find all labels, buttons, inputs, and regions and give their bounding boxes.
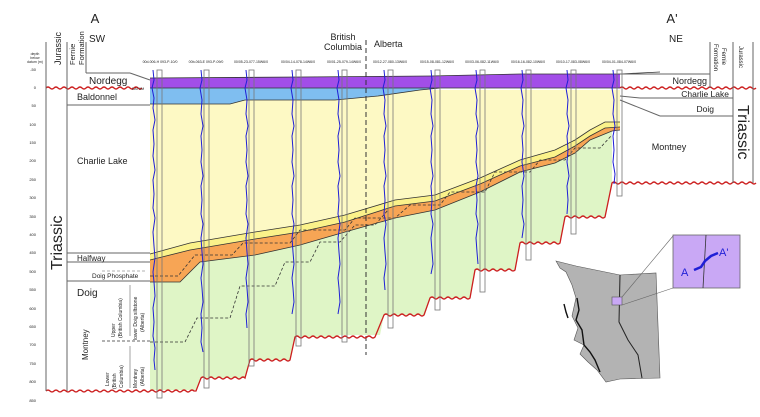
marker-a-prime: A' <box>666 11 677 26</box>
direction-ne: NE <box>669 34 683 45</box>
well-1[interactable] <box>151 69 163 399</box>
svg-text:300: 300 <box>29 195 36 200</box>
svg-text:200: 200 <box>29 158 36 163</box>
label-alberta-lower: (Alberta) <box>140 366 146 386</box>
left-fernie-label: Fernie <box>68 44 77 65</box>
well-4[interactable] <box>290 69 302 347</box>
well-6[interactable] <box>382 69 394 329</box>
left-triassic-label: Triassic <box>49 215 66 270</box>
svg-text:400: 400 <box>29 232 36 237</box>
marker-a: A <box>91 11 100 26</box>
well-10[interactable] <box>565 69 577 235</box>
label-doig-left: Doig <box>77 288 98 299</box>
svg-text:450: 450 <box>29 250 36 255</box>
label-montney-upper: Upper <box>111 323 117 337</box>
label-nordegg-right: Nordegg <box>672 76 707 86</box>
province-bc-line2: Columbia <box>324 42 362 52</box>
svg-text:00/04-01-084-07W6/0: 00/04-01-084-07W6/0 <box>602 60 636 64</box>
well-5[interactable] <box>336 69 348 343</box>
svg-text:00/10-17-083-08W6/0: 00/10-17-083-08W6/0 <box>556 60 590 64</box>
label-lower-columbia: Columbia) <box>119 365 125 388</box>
montney-upper-lower-dashed <box>150 209 389 343</box>
label-lower-doig-siltstone: lower Doig siltstone <box>133 296 139 340</box>
inset-zoom-box <box>672 234 741 289</box>
well-labels: 00d-006-H 093-P-10/0 00b-063-E 093-P-09/… <box>143 60 636 64</box>
label-alberta-upper: (Alberta) <box>140 312 146 332</box>
svg-text:depth: depth <box>31 52 40 56</box>
inset-map <box>555 234 741 383</box>
datum-unconformity <box>45 86 143 90</box>
label-baldonnel: Baldonnel <box>77 92 117 102</box>
svg-text:00/15-08-081-12W6/0: 00/15-08-081-12W6/0 <box>420 60 454 64</box>
svg-text:600: 600 <box>29 306 36 311</box>
label-montney-left: Montney <box>81 329 90 360</box>
right-jurassic-label: Jurassic <box>737 46 743 68</box>
svg-text:800: 800 <box>29 379 36 384</box>
svg-text:550: 550 <box>29 287 36 292</box>
bc-alberta-landmass <box>555 260 661 383</box>
svg-text:250: 250 <box>29 177 36 182</box>
baldonnel-zone <box>150 88 440 104</box>
svg-text:500: 500 <box>29 269 36 274</box>
svg-text:0: 0 <box>34 85 37 90</box>
wells <box>151 69 623 399</box>
svg-text:below: below <box>30 56 40 60</box>
svg-text:00/01-25-079-14W6/0: 00/01-25-079-14W6/0 <box>327 60 361 64</box>
left-strat-column <box>45 42 151 391</box>
svg-text:850: 850 <box>29 398 36 403</box>
province-alberta: Alberta <box>374 39 403 49</box>
svg-text:100: 100 <box>29 122 36 127</box>
left-jurassic-label: Jurassic <box>53 31 63 65</box>
svg-text:00/03-06-082-11W6/0: 00/03-06-082-11W6/0 <box>465 60 499 64</box>
svg-text:00/04-14-078-14W6/0: 00/04-14-078-14W6/0 <box>281 60 315 64</box>
well-9[interactable] <box>520 69 532 261</box>
right-fernie-label: Fernie <box>720 48 726 66</box>
svg-text:00/16-16-082-10W6/0: 00/16-16-082-10W6/0 <box>511 60 545 64</box>
svg-text:50: 50 <box>32 103 37 108</box>
right-triassic-label: Triassic <box>734 105 751 160</box>
label-montney-alberta: Montney <box>133 368 139 388</box>
label-doig-phosphate: Doig Phosphate <box>92 273 139 280</box>
inset-label-a-prime: A' <box>719 247 728 259</box>
base-unconformity <box>45 181 757 393</box>
well-8[interactable] <box>474 69 486 293</box>
svg-text:750: 750 <box>29 361 36 366</box>
left-formation-label: Formation <box>77 31 86 65</box>
label-lower-british: (British <box>112 373 118 389</box>
label-montney-lower: Lower <box>105 372 111 386</box>
province-bc-line1: British <box>330 32 355 42</box>
svg-text:00/12-27-080-13W6/0: 00/12-27-080-13W6/0 <box>373 60 407 64</box>
right-formation-label: Formation <box>712 44 718 71</box>
doig-phosphate-dashed <box>150 134 613 277</box>
well-11[interactable] <box>611 69 623 197</box>
svg-text:150: 150 <box>29 140 36 145</box>
label-charlie-lake-left: Charlie Lake <box>77 156 128 166</box>
svg-text:650: 650 <box>29 324 36 329</box>
well-7[interactable] <box>429 69 441 311</box>
svg-text:datum (m): datum (m) <box>27 60 43 64</box>
svg-text:00d-006-H 093-P-10/0: 00d-006-H 093-P-10/0 <box>143 60 178 64</box>
label-montney-upper-bc: (British Columbia) <box>118 298 124 338</box>
svg-text:-50: -50 <box>30 67 37 72</box>
svg-text:700: 700 <box>29 342 36 347</box>
svg-text:00/05-23-077-15W6/0: 00/05-23-077-15W6/0 <box>234 60 268 64</box>
section-line <box>693 251 719 272</box>
direction-sw: SW <box>89 34 106 45</box>
label-halfway: Halfway <box>77 254 105 263</box>
halfway-zone <box>150 122 620 260</box>
label-montney-right: Montney <box>652 142 687 152</box>
svg-text:350: 350 <box>29 214 36 219</box>
inset-label-a: A <box>681 267 689 279</box>
well-2[interactable] <box>199 69 210 389</box>
label-nordegg-left: Nordegg <box>89 76 127 87</box>
well-3[interactable] <box>244 69 255 367</box>
svg-text:00b-063-E 093-P-09/0: 00b-063-E 093-P-09/0 <box>189 60 224 64</box>
label-charlie-lake-right: Charlie Lake <box>681 89 729 99</box>
label-doig-right: Doig <box>697 104 715 114</box>
depth-axis: depth below datum (m) -50 0 50 100 150 2… <box>27 52 43 403</box>
datum-label: DATUM <box>132 87 144 91</box>
right-strat-column <box>619 42 754 183</box>
